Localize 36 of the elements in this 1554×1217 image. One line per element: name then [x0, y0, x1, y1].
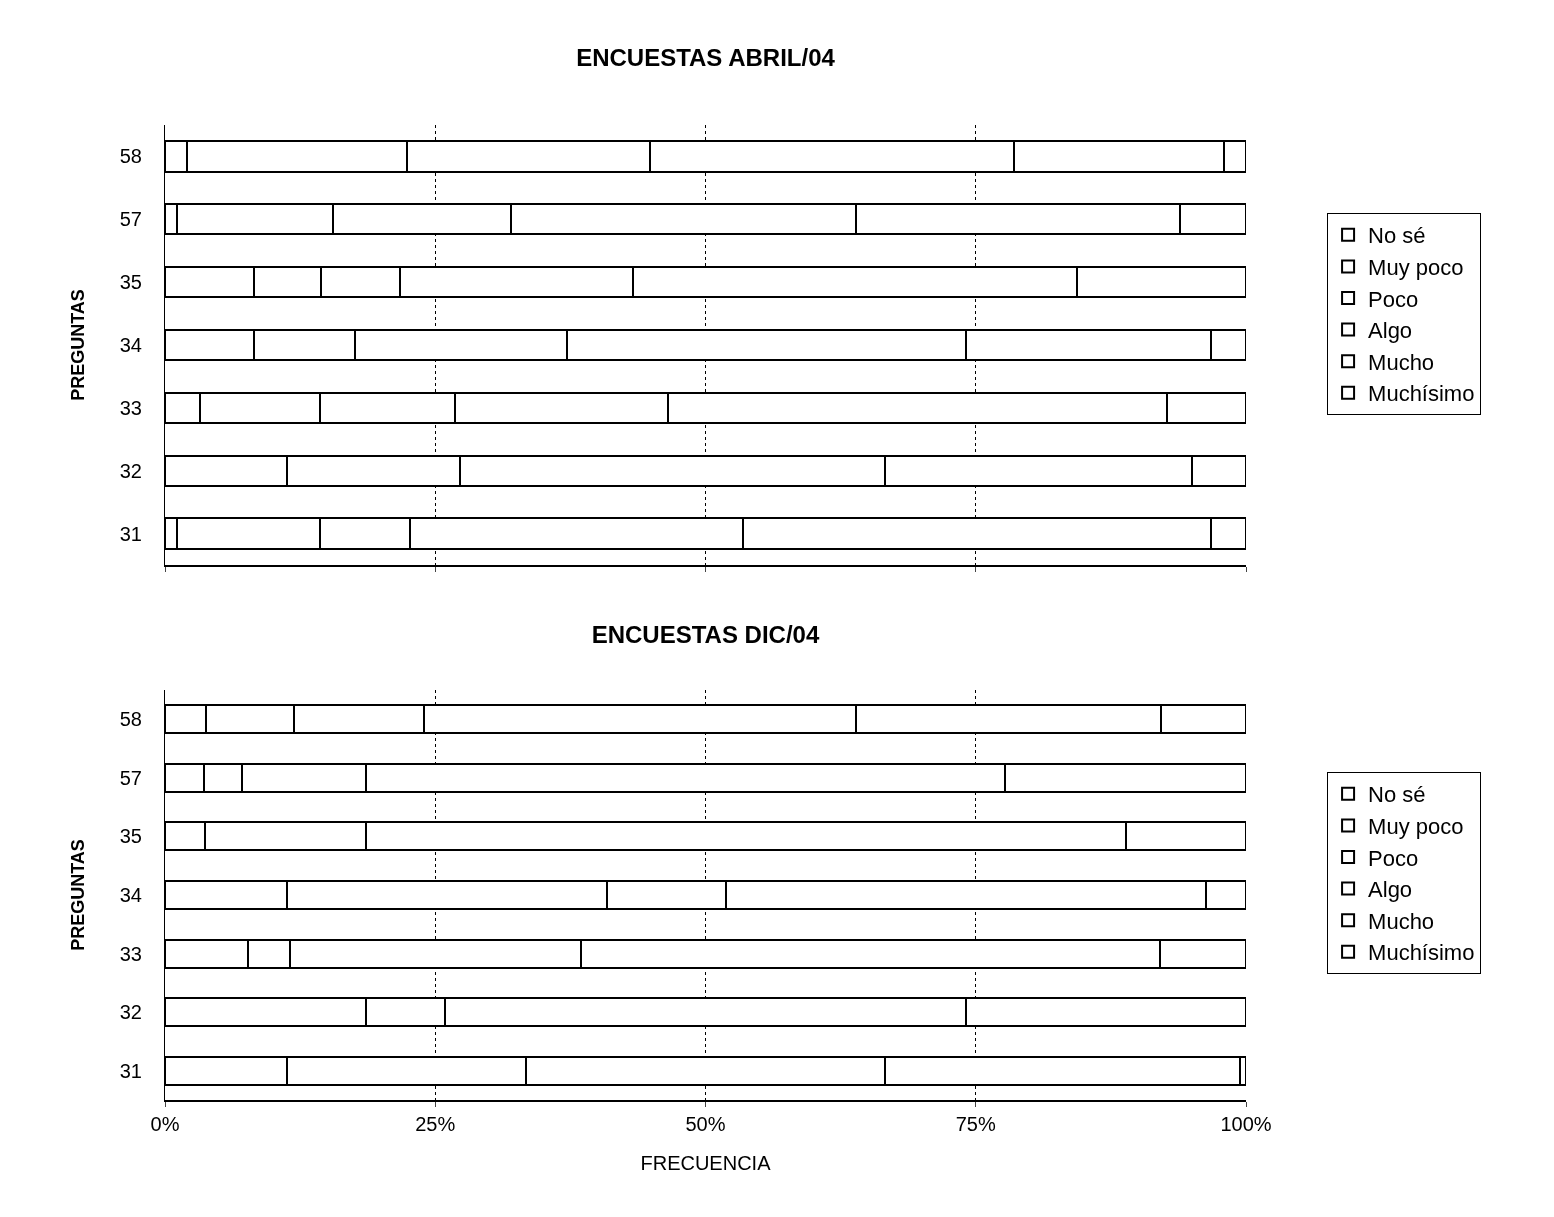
- x-tick-label: 100%: [1220, 1113, 1272, 1135]
- y-tick-label: 58: [119, 145, 142, 168]
- legend-label: Muy poco: [1368, 254, 1464, 280]
- x-tick-label: 75%: [955, 1113, 996, 1135]
- legend-label: Algo: [1368, 877, 1413, 903]
- chart-title: ENCUESTAS DIC/04: [591, 621, 820, 649]
- y-tick-label: 35: [119, 825, 142, 848]
- legend-label: Algo: [1368, 318, 1413, 344]
- y-axis-title: PREGUNTAS: [67, 839, 88, 951]
- legend-label: Muchísimo: [1368, 940, 1475, 966]
- y-tick-label: 57: [119, 208, 142, 231]
- chart-title: ENCUESTAS ABRIL/04: [576, 44, 836, 72]
- y-tick-label: 33: [119, 396, 142, 419]
- y-tick-label: 35: [119, 271, 142, 294]
- y-tick-label: 33: [119, 942, 142, 965]
- y-tick-label: 32: [119, 459, 142, 482]
- y-tick-label: 31: [119, 522, 142, 545]
- legend-label: Mucho: [1368, 349, 1435, 375]
- y-tick-label: 32: [119, 1001, 142, 1024]
- y-tick-label: 31: [119, 1059, 142, 1082]
- x-tick-label: 25%: [415, 1113, 456, 1135]
- x-tick-label: 0%: [150, 1113, 180, 1135]
- y-tick-label: 57: [119, 766, 142, 789]
- x-axis-title: FRECUENCIA: [640, 1152, 772, 1174]
- legend-label: Muchísimo: [1368, 381, 1475, 407]
- legend-label: No sé: [1368, 223, 1426, 249]
- y-tick-label: 58: [119, 708, 142, 731]
- legend-label: Muy poco: [1368, 813, 1464, 839]
- y-tick-label: 34: [119, 884, 142, 906]
- y-axis-title: PREGUNTAS: [67, 289, 88, 401]
- legend-label: Mucho: [1368, 908, 1435, 934]
- legend-label: Poco: [1368, 845, 1419, 871]
- y-tick-label: 34: [119, 334, 142, 356]
- x-tick-label: 50%: [685, 1113, 726, 1135]
- legend-label: No sé: [1368, 782, 1426, 808]
- legend-label: Poco: [1368, 286, 1419, 312]
